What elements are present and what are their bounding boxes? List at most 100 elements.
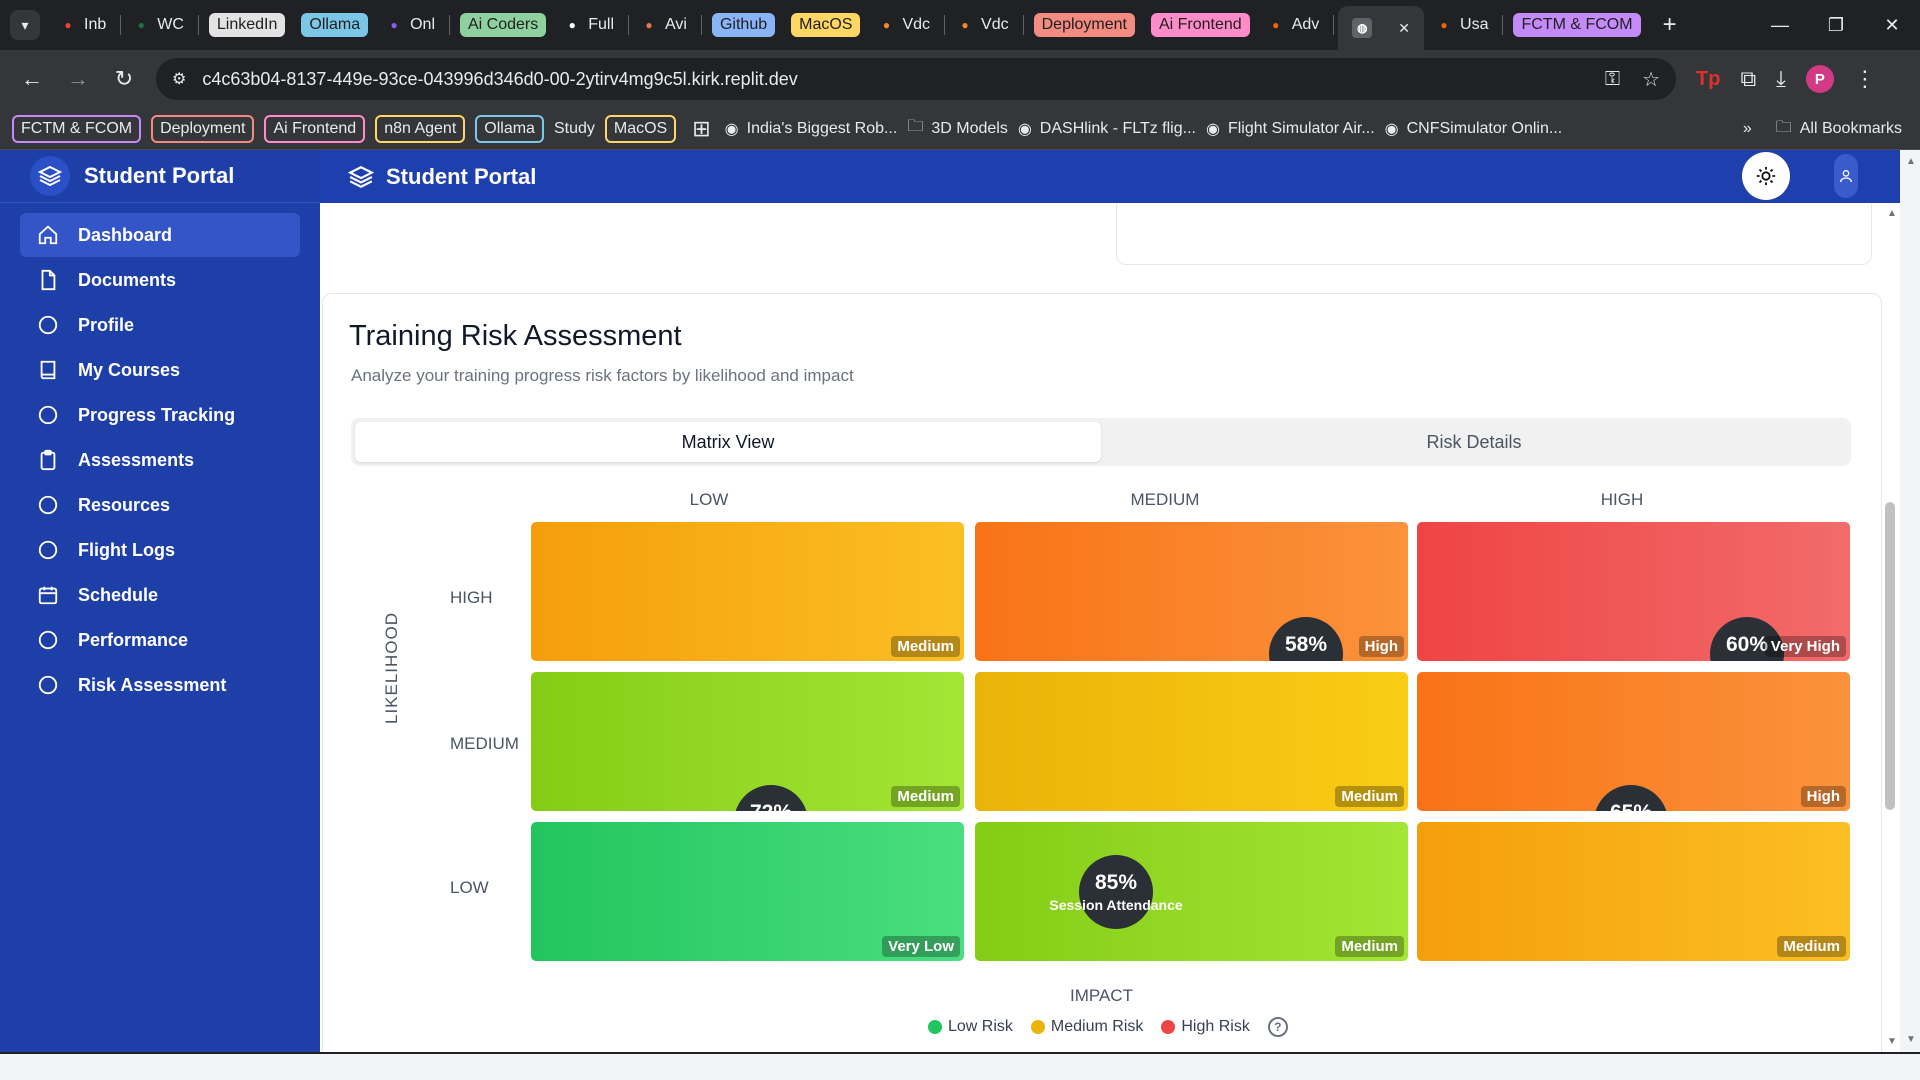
browser-tab[interactable]: ● Full (556, 8, 620, 42)
browser-tab[interactable]: MacOS (785, 8, 866, 42)
sidebar-item-profile[interactable]: Profile (20, 303, 300, 347)
browser-tab[interactable]: ● Vdc (949, 8, 1015, 42)
bookmark-item[interactable]: 🗀 3D Models (907, 115, 1008, 142)
scrollbar-thumb[interactable] (1885, 502, 1895, 810)
folder-icon: 🗀 (1775, 118, 1792, 136)
more-bookmarks-icon[interactable]: » (1742, 120, 1752, 137)
browser-tab[interactable]: Ai Frontend (1145, 8, 1256, 42)
window-scroll-up-icon[interactable]: ▲ (1906, 156, 1916, 167)
browser-tab[interactable]: LinkedIn (203, 8, 292, 42)
minimize-button[interactable]: — (1771, 14, 1789, 35)
scroll-up-arrow-icon[interactable]: ▲ (1887, 208, 1897, 219)
extensions-puzzle-icon[interactable]: ⧉ (1740, 66, 1757, 91)
sidebar-item-my-courses[interactable]: My Courses (20, 348, 300, 392)
sidebar-item-schedule[interactable]: Schedule (20, 573, 300, 617)
bookmark-item[interactable]: ◉ CNFSimulator Onlin... (1385, 119, 1563, 139)
theme-toggle-button[interactable] (1742, 152, 1790, 200)
window-scroll-down-icon[interactable]: ▼ (1906, 1034, 1916, 1045)
bookmarks-right: » 🗀 All Bookmarks (1743, 108, 1902, 150)
browser-tab[interactable]: ● Vdc (870, 8, 936, 42)
url-bar[interactable]: ⚙ c4c63b04-8137-449e-93ce-043996d346d0-0… (156, 58, 1676, 100)
profile-avatar[interactable]: P (1805, 65, 1834, 93)
tab-group-chip[interactable]: MacOS (791, 13, 861, 37)
sidebar-item-flight-logs[interactable]: Flight Logs (20, 528, 300, 572)
bookmark-item[interactable]: ◉ DASHlink - FLTz flig... (1018, 119, 1196, 139)
bookmark-star-icon[interactable]: ☆ (1642, 68, 1660, 91)
close-tab-icon[interactable]: ✕ (1398, 19, 1411, 36)
matrix-cell-medium-medium[interactable]: Medium (975, 672, 1408, 811)
matrix-cell-high-high[interactable]: 60% Very High (1417, 522, 1850, 661)
user-menu-button[interactable] (1834, 154, 1858, 198)
browser-tab[interactable]: ● Usa (1428, 8, 1494, 42)
downloads-icon[interactable]: ⤓ (1776, 66, 1786, 91)
tab-matrix-view[interactable]: Matrix View (355, 422, 1101, 462)
bookmark-item[interactable]: n8n Agent (375, 114, 466, 143)
sidebar-item-performance[interactable]: Performance (20, 618, 300, 662)
tab-group-chip[interactable]: LinkedIn (208, 13, 286, 37)
bookmark-item[interactable]: Ai Frontend (264, 114, 366, 143)
tab-group-chip[interactable]: FCTM & FCOM (1513, 13, 1641, 37)
sidebar-item-resources[interactable]: Resources (20, 483, 300, 527)
site-info-icon[interactable]: ⚙ (172, 71, 187, 88)
matrix-cell-low-low[interactable]: Very Low (531, 822, 964, 961)
browser-menu-icon[interactable]: ⋮ (1853, 66, 1876, 91)
tab-risk-details[interactable]: Risk Details (1426, 431, 1522, 452)
tab-separator (944, 15, 946, 35)
risk-bubble[interactable]: 85% Session Attendance (1049, 855, 1183, 929)
forward-button[interactable]: → (67, 66, 89, 91)
risk-bubble[interactable]: 58% (1269, 617, 1343, 661)
browser-tab[interactable]: Deployment (1028, 8, 1141, 42)
tab-group-chip[interactable]: Deployment (1033, 13, 1135, 37)
tab-group-chip[interactable]: Ai Frontend (1150, 13, 1250, 37)
browser-tab[interactable]: FCTM & FCOM (1507, 8, 1646, 42)
new-tab-button[interactable]: + (1662, 11, 1677, 38)
tab-title: Usa (1460, 16, 1489, 33)
bookmark-item[interactable]: Deployment (151, 114, 255, 143)
sidebar-item-risk-assessment[interactable]: Risk Assessment (20, 663, 300, 707)
url-text[interactable]: c4c63b04-8137-449e-93ce-043996d346d0-00-… (202, 68, 798, 89)
matrix-cell-medium-high[interactable]: 65% High (1417, 672, 1850, 811)
sidebar-item-progress-tracking[interactable]: Progress Tracking (20, 393, 300, 437)
tab-group-chip[interactable]: Ai Coders (460, 13, 547, 37)
risk-bubble[interactable]: 65% (1594, 785, 1668, 811)
matrix-cell-low-high[interactable]: Medium (1417, 822, 1850, 961)
book-icon (36, 358, 60, 382)
restore-button[interactable]: ❐ (1827, 14, 1845, 35)
browser-tab[interactable]: ● WC (125, 8, 190, 42)
extension-tp-icon[interactable]: Tp (1696, 67, 1721, 90)
tab-group-chip[interactable]: Github (711, 13, 776, 37)
bookmark-item[interactable]: Study (554, 120, 595, 138)
browser-tab[interactable]: ● Avi (633, 8, 693, 42)
sidebar-item-dashboard[interactable]: Dashboard (20, 213, 300, 257)
tab-group-chip[interactable]: Ollama (301, 13, 369, 37)
risk-bubble[interactable]: 72% (734, 785, 808, 811)
tab-search-button[interactable]: ▾ (10, 10, 40, 40)
browser-tab[interactable]: Ollama (295, 8, 374, 42)
matrix-cell-high-medium[interactable]: 58% High (975, 522, 1408, 661)
browser-tab[interactable]: ◍ ✕ (1338, 6, 1425, 50)
password-key-icon[interactable]: ⚿ (1604, 67, 1621, 90)
reload-button[interactable]: ↻ (114, 66, 134, 91)
browser-tab[interactable]: ● Adv (1260, 8, 1326, 42)
matrix-cell-low-medium[interactable]: 85% Session Attendance Medium (975, 822, 1408, 961)
apps-grid-icon[interactable]: ⊞ (692, 115, 711, 141)
matrix-cell-high-low[interactable]: Medium (531, 522, 964, 661)
bookmark-item[interactable]: ◉ Flight Simulator Air... (1206, 119, 1375, 139)
bookmark-item[interactable]: ◉ India's Biggest Rob... (725, 119, 898, 139)
bookmark-item[interactable]: Ollama (475, 114, 544, 143)
help-icon[interactable]: ? (1267, 1017, 1288, 1037)
sidebar-item-assessments[interactable]: Assessments (20, 438, 300, 482)
bookmark-item[interactable]: MacOS (604, 114, 677, 143)
browser-tab[interactable]: Ai Coders (454, 8, 552, 42)
likelihood-axis-label: LIKELIHOOD (382, 611, 401, 724)
browser-tab[interactable]: Github (706, 8, 781, 42)
scroll-down-arrow-icon[interactable]: ▼ (1887, 1036, 1897, 1047)
close-window-button[interactable]: ✕ (1884, 14, 1900, 35)
all-bookmarks-button[interactable]: 🗀 All Bookmarks (1776, 116, 1902, 143)
browser-tab[interactable]: ● Inb (52, 8, 112, 42)
bookmark-item[interactable]: FCTM & FCOM (12, 114, 142, 143)
browser-tab[interactable]: ● Onl (378, 8, 441, 42)
matrix-cell-medium-low[interactable]: 72% Medium (531, 672, 964, 811)
back-button[interactable]: ← (21, 66, 43, 91)
sidebar-item-documents[interactable]: Documents (20, 258, 300, 302)
